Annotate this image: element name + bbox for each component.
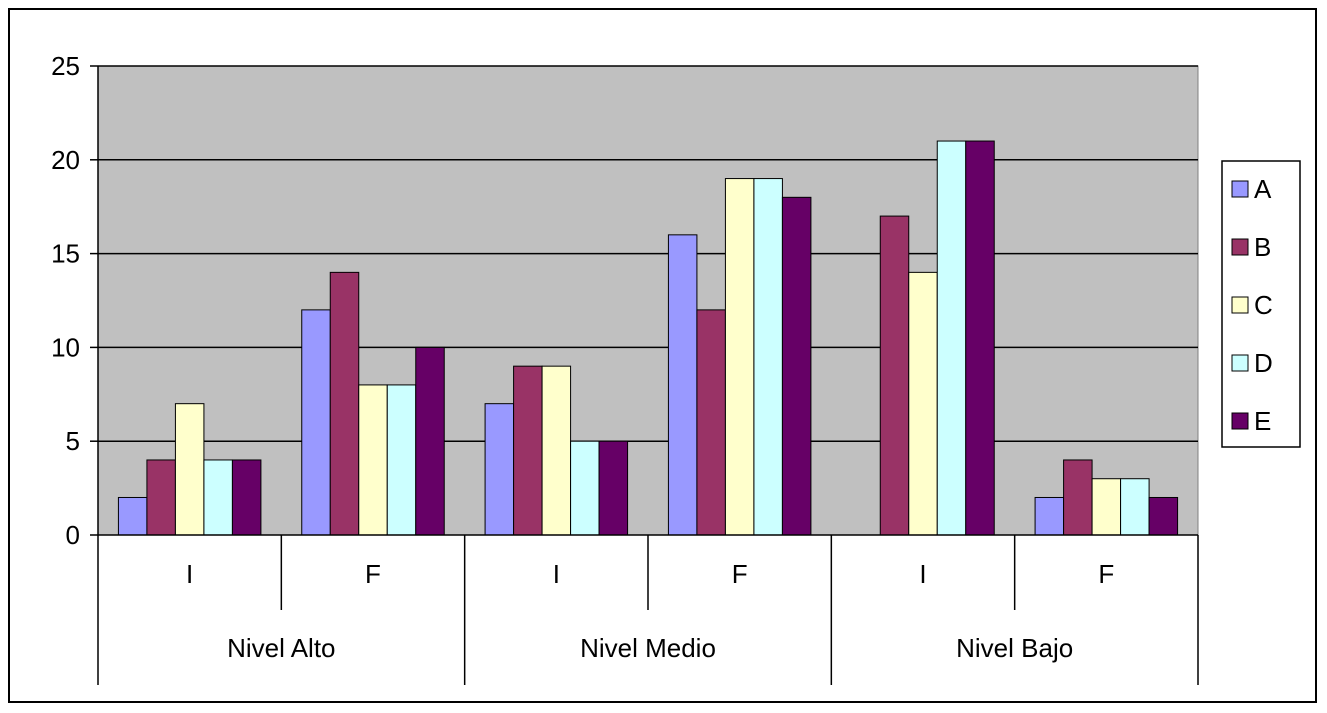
legend-label: B xyxy=(1254,232,1271,262)
bar-d xyxy=(936,140,967,536)
bar-d xyxy=(1120,478,1150,536)
bar-a xyxy=(667,234,698,536)
legend-swatch xyxy=(1231,412,1249,430)
y-tick-label: 10 xyxy=(51,332,80,362)
bar-d xyxy=(203,459,233,536)
x-group-label: Nivel Bajo xyxy=(956,633,1073,663)
bar-c xyxy=(358,384,388,536)
bar-b xyxy=(696,309,726,536)
legend-label: D xyxy=(1254,348,1273,378)
x-category-label: I xyxy=(186,559,193,589)
y-tick-label: 0 xyxy=(66,520,80,550)
y-tick-labels: 0 5 10 15 20 25 xyxy=(51,51,80,550)
x-group-label: Nivel Alto xyxy=(227,633,335,663)
y-tick-label: 15 xyxy=(51,239,80,269)
x-category-label: F xyxy=(732,559,748,589)
y-tick-label: 5 xyxy=(66,426,80,456)
legend-label: E xyxy=(1254,406,1271,436)
legend-label: C xyxy=(1254,290,1273,320)
legend-swatch xyxy=(1231,238,1249,256)
x-group-label: Nivel Medio xyxy=(580,633,716,663)
legend-swatch xyxy=(1231,296,1249,314)
gridlines xyxy=(98,65,1198,442)
bar-b xyxy=(1063,459,1093,536)
x-category-label: F xyxy=(365,559,381,589)
bar-e xyxy=(598,440,629,536)
bar-b xyxy=(146,459,176,536)
bar-a xyxy=(117,496,148,536)
bar-c xyxy=(174,403,205,536)
bar-d xyxy=(753,178,783,536)
legend-swatch xyxy=(1231,354,1249,372)
x-category-label: I xyxy=(553,559,560,589)
bar-c xyxy=(541,365,572,536)
bar-a xyxy=(484,403,515,536)
bar-c xyxy=(1091,478,1122,536)
legend-label: A xyxy=(1254,174,1272,204)
bar-e xyxy=(231,459,262,536)
bar-d xyxy=(386,384,417,536)
x-category-label: I xyxy=(919,559,926,589)
bar-d xyxy=(570,440,600,536)
y-tick-label: 20 xyxy=(51,145,80,175)
bar-b xyxy=(329,271,360,536)
bar-c xyxy=(908,271,938,536)
chart-area: 0 5 10 15 20 25 I F I F I F Nivel Alto Nivel Medio Ni… xyxy=(8,8,1317,703)
x-category-label: F xyxy=(1098,559,1114,589)
bar-e xyxy=(415,346,445,536)
bar-a xyxy=(1034,496,1065,536)
bar-e xyxy=(1148,496,1179,536)
bar-a xyxy=(301,309,331,536)
bars xyxy=(117,140,1179,536)
bar-c xyxy=(724,178,755,536)
plot-background xyxy=(97,65,1199,536)
y-tick-label: 25 xyxy=(51,51,80,81)
bar-chart: 0 5 10 15 20 25 I F I F I F Nivel Alto Nivel Medio Ni… xyxy=(51,51,1301,685)
x-axis-labels: I F I F I F Nivel Alto Nivel Medio Nivel Bajo xyxy=(97,535,1199,685)
bar-e xyxy=(965,140,995,536)
legend-swatch xyxy=(1231,180,1249,198)
bar-b xyxy=(879,215,910,536)
bar-e xyxy=(781,196,812,536)
bar-b xyxy=(513,365,543,536)
